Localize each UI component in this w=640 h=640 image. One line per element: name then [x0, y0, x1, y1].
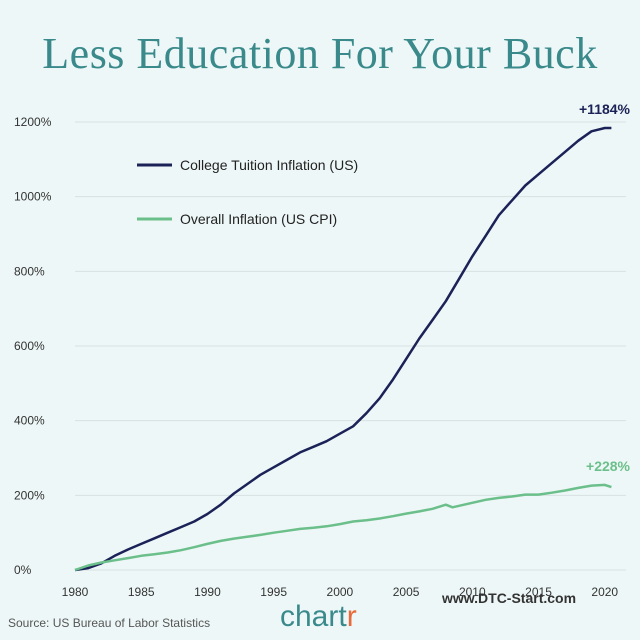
- y-tick-label: 0%: [14, 563, 32, 577]
- x-tick-label: 2000: [327, 585, 354, 599]
- y-tick-label: 1200%: [14, 115, 52, 129]
- y-tick-label: 600%: [14, 339, 45, 353]
- legend-label: College Tuition Inflation (US): [180, 157, 358, 173]
- x-tick-label: 1990: [194, 585, 221, 599]
- source-note: Source: US Bureau of Labor Statistics: [8, 616, 211, 630]
- end-labels: +1184% +228%: [579, 101, 631, 474]
- y-tick-label: 800%: [14, 264, 45, 278]
- watermark: www.DTC-Start.com: [442, 590, 577, 606]
- end-label: +228%: [586, 458, 631, 474]
- x-tick-label: 2020: [591, 585, 618, 599]
- end-label: +1184%: [579, 101, 631, 117]
- brand-logo: chartr: [280, 600, 357, 634]
- y-axis-ticks: 0% 200% 400% 600% 800% 1000% 1200%: [14, 115, 52, 577]
- x-tick-label: 1980: [62, 585, 89, 599]
- y-tick-label: 400%: [14, 414, 45, 428]
- x-axis-ticks: 1980 1985 1990 1995 2000 2005 2010 2015 2020: [62, 585, 619, 599]
- brand-main: chart: [280, 600, 347, 633]
- chart-title: Less Education For Your Buck: [42, 29, 598, 78]
- series-line-1: [74, 483, 612, 572]
- x-tick-label: 2015: [525, 585, 552, 599]
- x-tick-label: 1985: [128, 585, 155, 599]
- x-tick-label: 2010: [459, 585, 486, 599]
- series-lines: [74, 126, 612, 572]
- y-tick-label: 200%: [14, 488, 45, 502]
- legend-label: Overall Inflation (US CPI): [180, 211, 337, 227]
- y-tick-label: 1000%: [14, 190, 52, 204]
- legend: College Tuition Inflation (US) Overall In…: [137, 157, 358, 227]
- grid-lines: [75, 121, 626, 571]
- x-tick-label: 1995: [260, 585, 287, 599]
- x-tick-label: 2005: [393, 585, 420, 599]
- brand-accent: r: [346, 600, 357, 633]
- series-line-0: [74, 126, 612, 572]
